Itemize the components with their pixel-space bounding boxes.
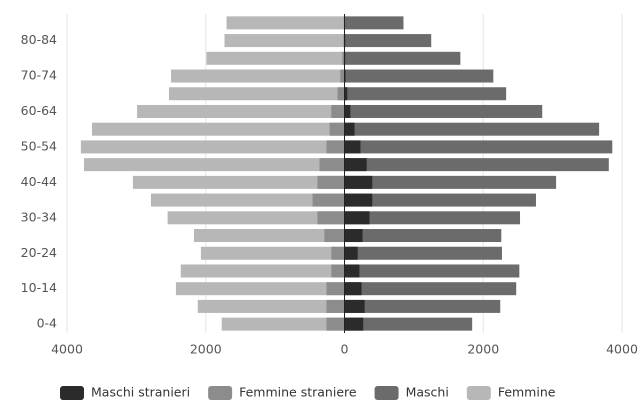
- bar: [344, 229, 363, 243]
- legend-label: Maschi: [406, 385, 449, 400]
- bar: [175, 282, 345, 296]
- bar: [326, 317, 345, 331]
- bar: [344, 299, 365, 313]
- legend: Maschi stranieri Femmine straniere Maschi F…: [60, 385, 556, 400]
- bar: [180, 264, 345, 278]
- bar: [206, 51, 345, 65]
- legend-label: Maschi stranieri: [91, 385, 190, 400]
- y-tick-label: 80-84: [21, 32, 57, 47]
- x-tick-label: 2000: [467, 342, 499, 357]
- bar: [344, 193, 536, 207]
- bar: [344, 317, 364, 331]
- bar: [344, 140, 613, 154]
- bar: [200, 246, 345, 260]
- y-tick-label: 70-74: [21, 68, 57, 83]
- bar: [344, 282, 362, 296]
- bar: [344, 104, 543, 118]
- bar: [331, 264, 345, 278]
- y-tick-label: 0-4: [37, 316, 57, 331]
- bar: [137, 104, 345, 118]
- y-tick-label: 10-14: [21, 280, 57, 295]
- bar: [150, 193, 345, 207]
- bar: [344, 211, 370, 225]
- bar: [344, 158, 609, 172]
- legend-swatch: [466, 386, 491, 400]
- bar: [168, 87, 345, 101]
- x-tick-label: 4000: [51, 342, 83, 357]
- bar: [344, 87, 348, 101]
- bar: [344, 69, 346, 83]
- legend-swatch: [60, 386, 84, 400]
- bar: [132, 175, 345, 189]
- legend-swatch: [374, 386, 399, 400]
- bar: [344, 16, 404, 30]
- bar: [344, 122, 355, 136]
- bar: [343, 34, 345, 48]
- y-tick-label: 30-34: [21, 209, 57, 224]
- bar: [344, 175, 373, 189]
- bar: [331, 104, 345, 118]
- bar: [326, 140, 345, 154]
- bar: [80, 140, 345, 154]
- bar: [226, 16, 345, 30]
- bar: [197, 299, 345, 313]
- bar: [91, 122, 345, 136]
- bar: [344, 211, 521, 225]
- bar: [344, 299, 501, 313]
- bar: [324, 229, 345, 243]
- bar: [344, 229, 502, 243]
- bar: [319, 158, 345, 172]
- bar: [344, 87, 507, 101]
- bar: [344, 69, 494, 83]
- bar: [312, 193, 345, 207]
- x-tick-label: 4000: [606, 342, 638, 357]
- bar: [344, 122, 600, 136]
- bar: [344, 264, 360, 278]
- legend-swatch: [208, 386, 233, 400]
- bar: [331, 246, 345, 260]
- bar: [329, 122, 345, 136]
- bar: [344, 246, 502, 260]
- bars: [80, 16, 613, 331]
- y-tick-label: 50-54: [21, 138, 57, 153]
- bar: [317, 175, 345, 189]
- bar: [193, 229, 345, 243]
- bar: [167, 211, 345, 225]
- x-tick-label: 0: [341, 342, 349, 357]
- bar: [342, 51, 345, 65]
- bar: [317, 211, 345, 225]
- legend-label: Femmine: [498, 385, 556, 400]
- bar: [344, 264, 520, 278]
- bar: [221, 317, 345, 331]
- bar: [344, 175, 557, 189]
- bar: [344, 51, 461, 65]
- bar: [224, 34, 345, 48]
- x-tick-label: 2000: [190, 342, 222, 357]
- bar: [326, 299, 345, 313]
- bar: [83, 158, 345, 172]
- bar: [344, 158, 367, 172]
- bar: [326, 282, 345, 296]
- y-tick-label: 60-64: [21, 103, 57, 118]
- bar: [344, 246, 358, 260]
- axes: 4000 2000 0 2000 4000 0-4 10-14 20-24 30-34 40-44…: [21, 14, 638, 357]
- bar: [344, 193, 373, 207]
- legend-label: Femmine straniere: [239, 385, 357, 400]
- bar: [344, 282, 517, 296]
- bar: [344, 34, 432, 48]
- bar: [344, 104, 351, 118]
- y-tick-label: 20-24: [21, 245, 57, 260]
- y-tick-label: 40-44: [21, 174, 57, 189]
- bar: [171, 69, 345, 83]
- bar: [344, 317, 473, 331]
- bar: [340, 69, 345, 83]
- bar: [337, 87, 345, 101]
- bar: [344, 140, 361, 154]
